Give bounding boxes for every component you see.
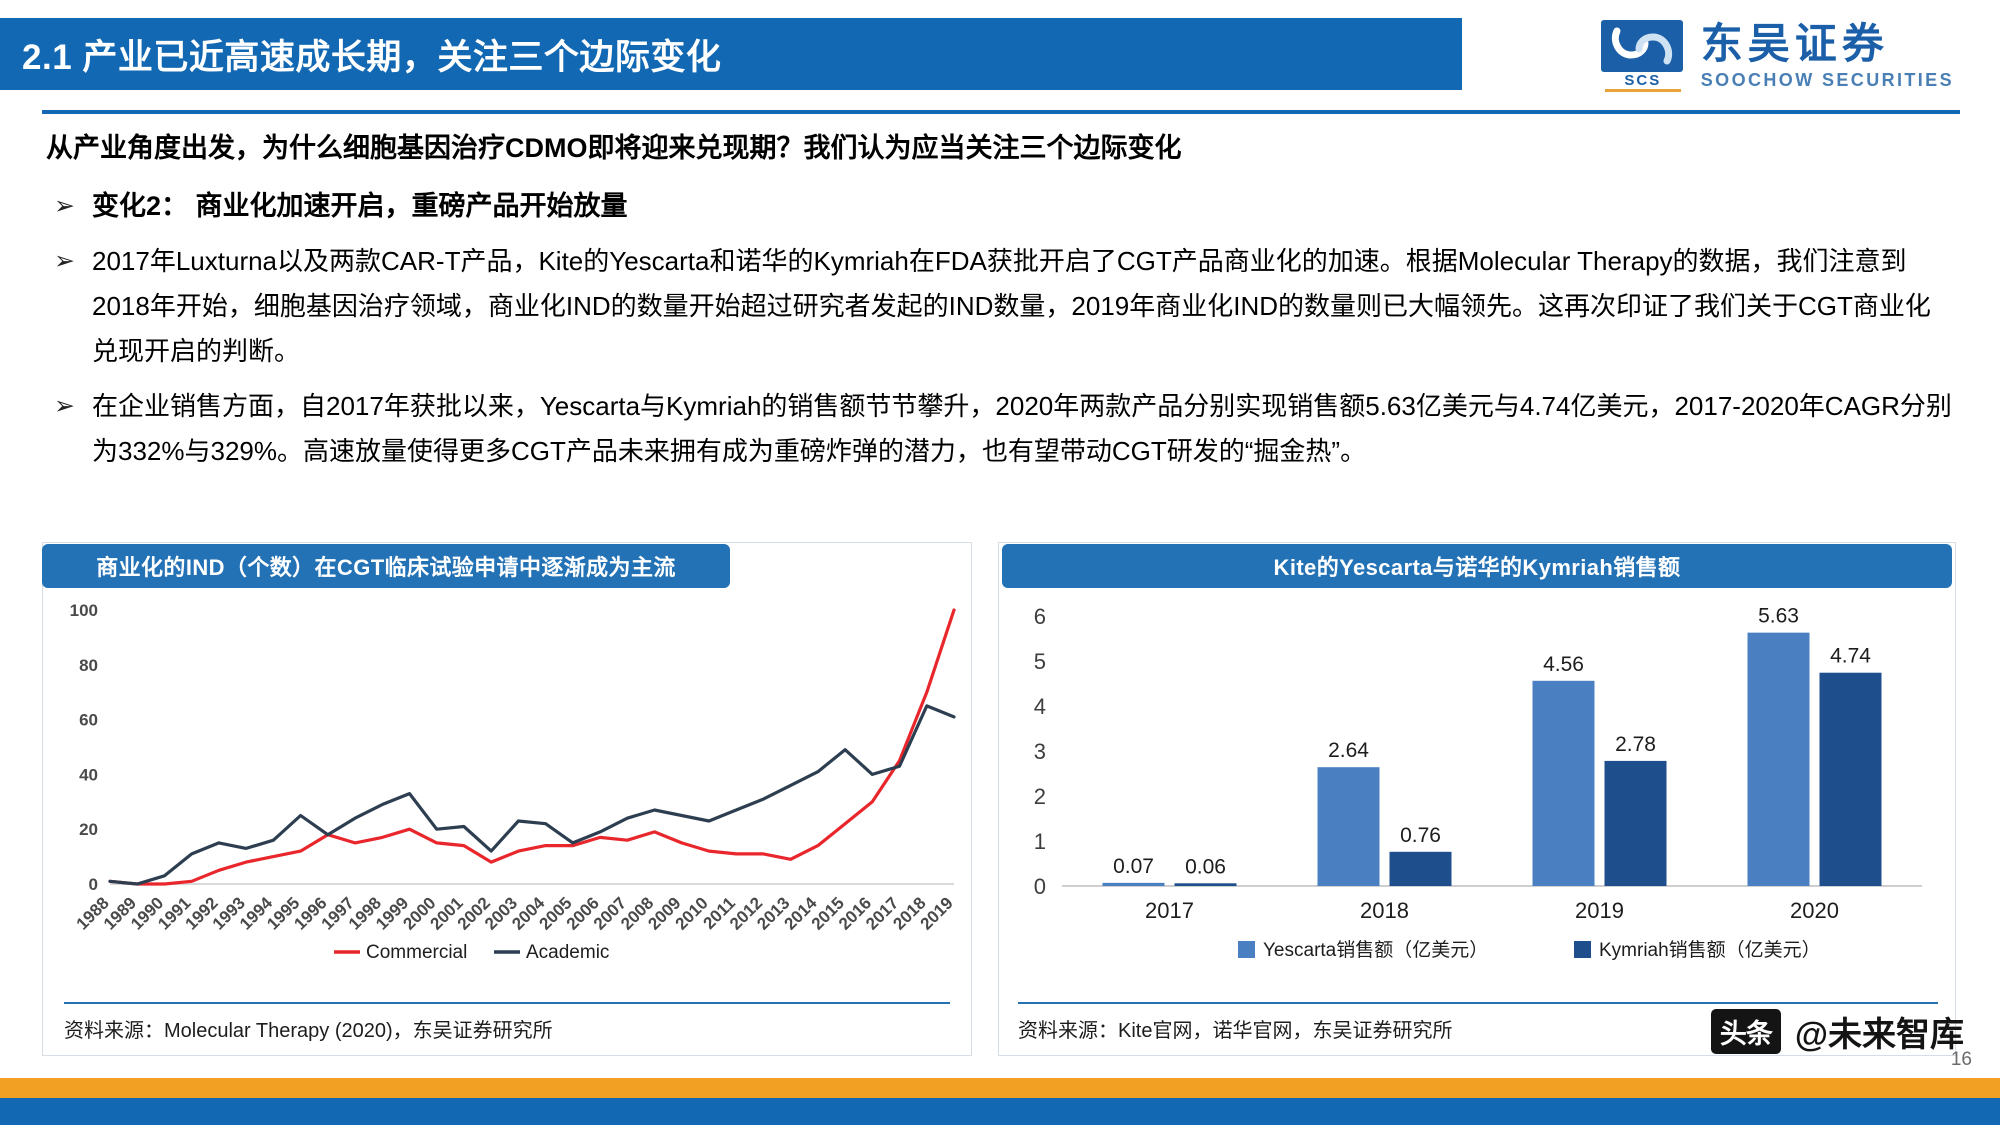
bullet-marker-icon: ➢: [54, 192, 75, 220]
bullet-item-2: ➢ 2017年Luxturna以及两款CAR-T产品，Kite的Yescarta…: [46, 239, 1956, 374]
left-chart-title: 商业化的IND（个数）在CGT临床试验申请中逐渐成为主流: [42, 544, 730, 588]
bullet-item-3: ➢ 在企业销售方面，自2017年获批以来，Yescarta与Kymriah的销售…: [46, 384, 1956, 474]
svg-text:2019: 2019: [917, 893, 957, 933]
svg-text:4.56: 4.56: [1543, 653, 1584, 676]
lead-paragraph: 从产业角度出发，为什么细胞基因治疗CDMO即将迎来兑现期？我们认为应当关注三个边…: [46, 133, 1182, 163]
svg-text:40: 40: [79, 765, 98, 784]
bullet-text-1: 变化2： 商业化加速开启，重磅产品开始放量: [92, 191, 628, 221]
slide-header-bar: 2.1 产业已近高速成长期，关注三个边际变化: [0, 18, 1462, 90]
logo-english-name: SOOCHOW SECURITIES: [1700, 69, 1954, 90]
svg-text:2: 2: [1034, 784, 1046, 809]
header-divider: [42, 110, 1960, 114]
svg-text:2.78: 2.78: [1615, 733, 1656, 756]
svg-text:3: 3: [1034, 739, 1046, 764]
watermark: 头条 @未来智库: [1710, 1007, 1964, 1056]
footer-accent-orange: [0, 1078, 2000, 1098]
logo-underline: [1604, 89, 1681, 92]
svg-text:4: 4: [1034, 694, 1046, 719]
svg-text:2019: 2019: [1575, 898, 1624, 923]
svg-text:1: 1: [1034, 829, 1046, 854]
watermark-handle: @未来智库: [1794, 1016, 1964, 1054]
svg-text:60: 60: [79, 711, 98, 730]
page-title: 2.1 产业已近高速成长期，关注三个边际变化: [22, 37, 722, 77]
svg-text:5: 5: [1034, 649, 1046, 674]
svg-text:2.64: 2.64: [1328, 739, 1369, 762]
bullet-item-1: ➢ 变化2： 商业化加速开启，重磅产品开始放量: [46, 184, 1956, 229]
left-chart-panel: [42, 542, 972, 1056]
svg-text:0: 0: [89, 875, 98, 894]
svg-text:80: 80: [79, 656, 98, 675]
svg-text:0: 0: [1034, 874, 1046, 899]
svg-text:4.74: 4.74: [1830, 645, 1871, 668]
right-chart-title: Kite的Yescarta与诺华的Kymriah销售额: [1002, 544, 1952, 588]
left-chart-source: 资料来源：Molecular Therapy (2020)，东吴证券研究所: [64, 1020, 553, 1042]
right-chart-source: 资料来源：Kite官网，诺华官网，东吴证券研究所: [1018, 1020, 1453, 1042]
svg-text:0.76: 0.76: [1400, 824, 1441, 847]
bullet-marker-icon: ➢: [54, 392, 75, 420]
logo-mark-icon: SCS: [1600, 20, 1687, 92]
svg-text:100: 100: [70, 601, 98, 620]
bullet-text-3: 在企业销售方面，自2017年获批以来，Yescarta与Kymriah的销售额节…: [92, 391, 1952, 466]
svg-text:Yescarta销售额（亿美元）: Yescarta销售额（亿美元）: [1263, 939, 1488, 961]
page-number: 16: [1950, 1049, 1972, 1070]
right-source-divider: [1018, 1002, 1938, 1004]
logo-scs-text: SCS: [1624, 72, 1662, 89]
footer-accent-blue: [0, 1098, 2000, 1125]
sales-bar-chart: 0 1 2 3 4 5 6 0.07 0.06 2017 2.64 0.76 2018 4.56 2.78 2…: [1002, 596, 1950, 996]
bullet-marker-icon: ➢: [54, 247, 75, 275]
svg-text:0.07: 0.07: [1113, 855, 1154, 878]
left-source-divider: [64, 1002, 950, 1004]
logo-chinese-name: 东吴证券: [1700, 19, 1889, 67]
svg-text:Academic: Academic: [526, 942, 609, 963]
svg-text:20: 20: [79, 820, 98, 839]
bullet-text-2: 2017年Luxturna以及两款CAR-T产品，Kite的Yescarta和诺…: [92, 246, 1931, 366]
svg-text:2017: 2017: [1145, 898, 1194, 923]
svg-text:2018: 2018: [1360, 898, 1409, 923]
svg-text:5.63: 5.63: [1758, 605, 1799, 628]
svg-text:6: 6: [1034, 604, 1046, 629]
swirl-icon: [1611, 27, 1672, 65]
watermark-brand: 头条: [1710, 1009, 1781, 1054]
ind-line-chart: 0 20 40 60 80 100 1988 1989 1990 1991 1992 1993 1994…: [48, 596, 964, 996]
body-content: 从产业角度出发，为什么细胞基因治疗CDMO即将迎来兑现期？我们认为应当关注三个边…: [46, 128, 1956, 484]
svg-text:Commercial: Commercial: [366, 942, 467, 963]
svg-text:0.06: 0.06: [1185, 855, 1226, 878]
company-logo: SCS 东吴证券 SOOCHOW SECURITIES: [1600, 19, 1954, 92]
svg-text:2020: 2020: [1790, 898, 1839, 923]
svg-text:Kymriah销售额（亿美元）: Kymriah销售额（亿美元）: [1599, 939, 1821, 961]
